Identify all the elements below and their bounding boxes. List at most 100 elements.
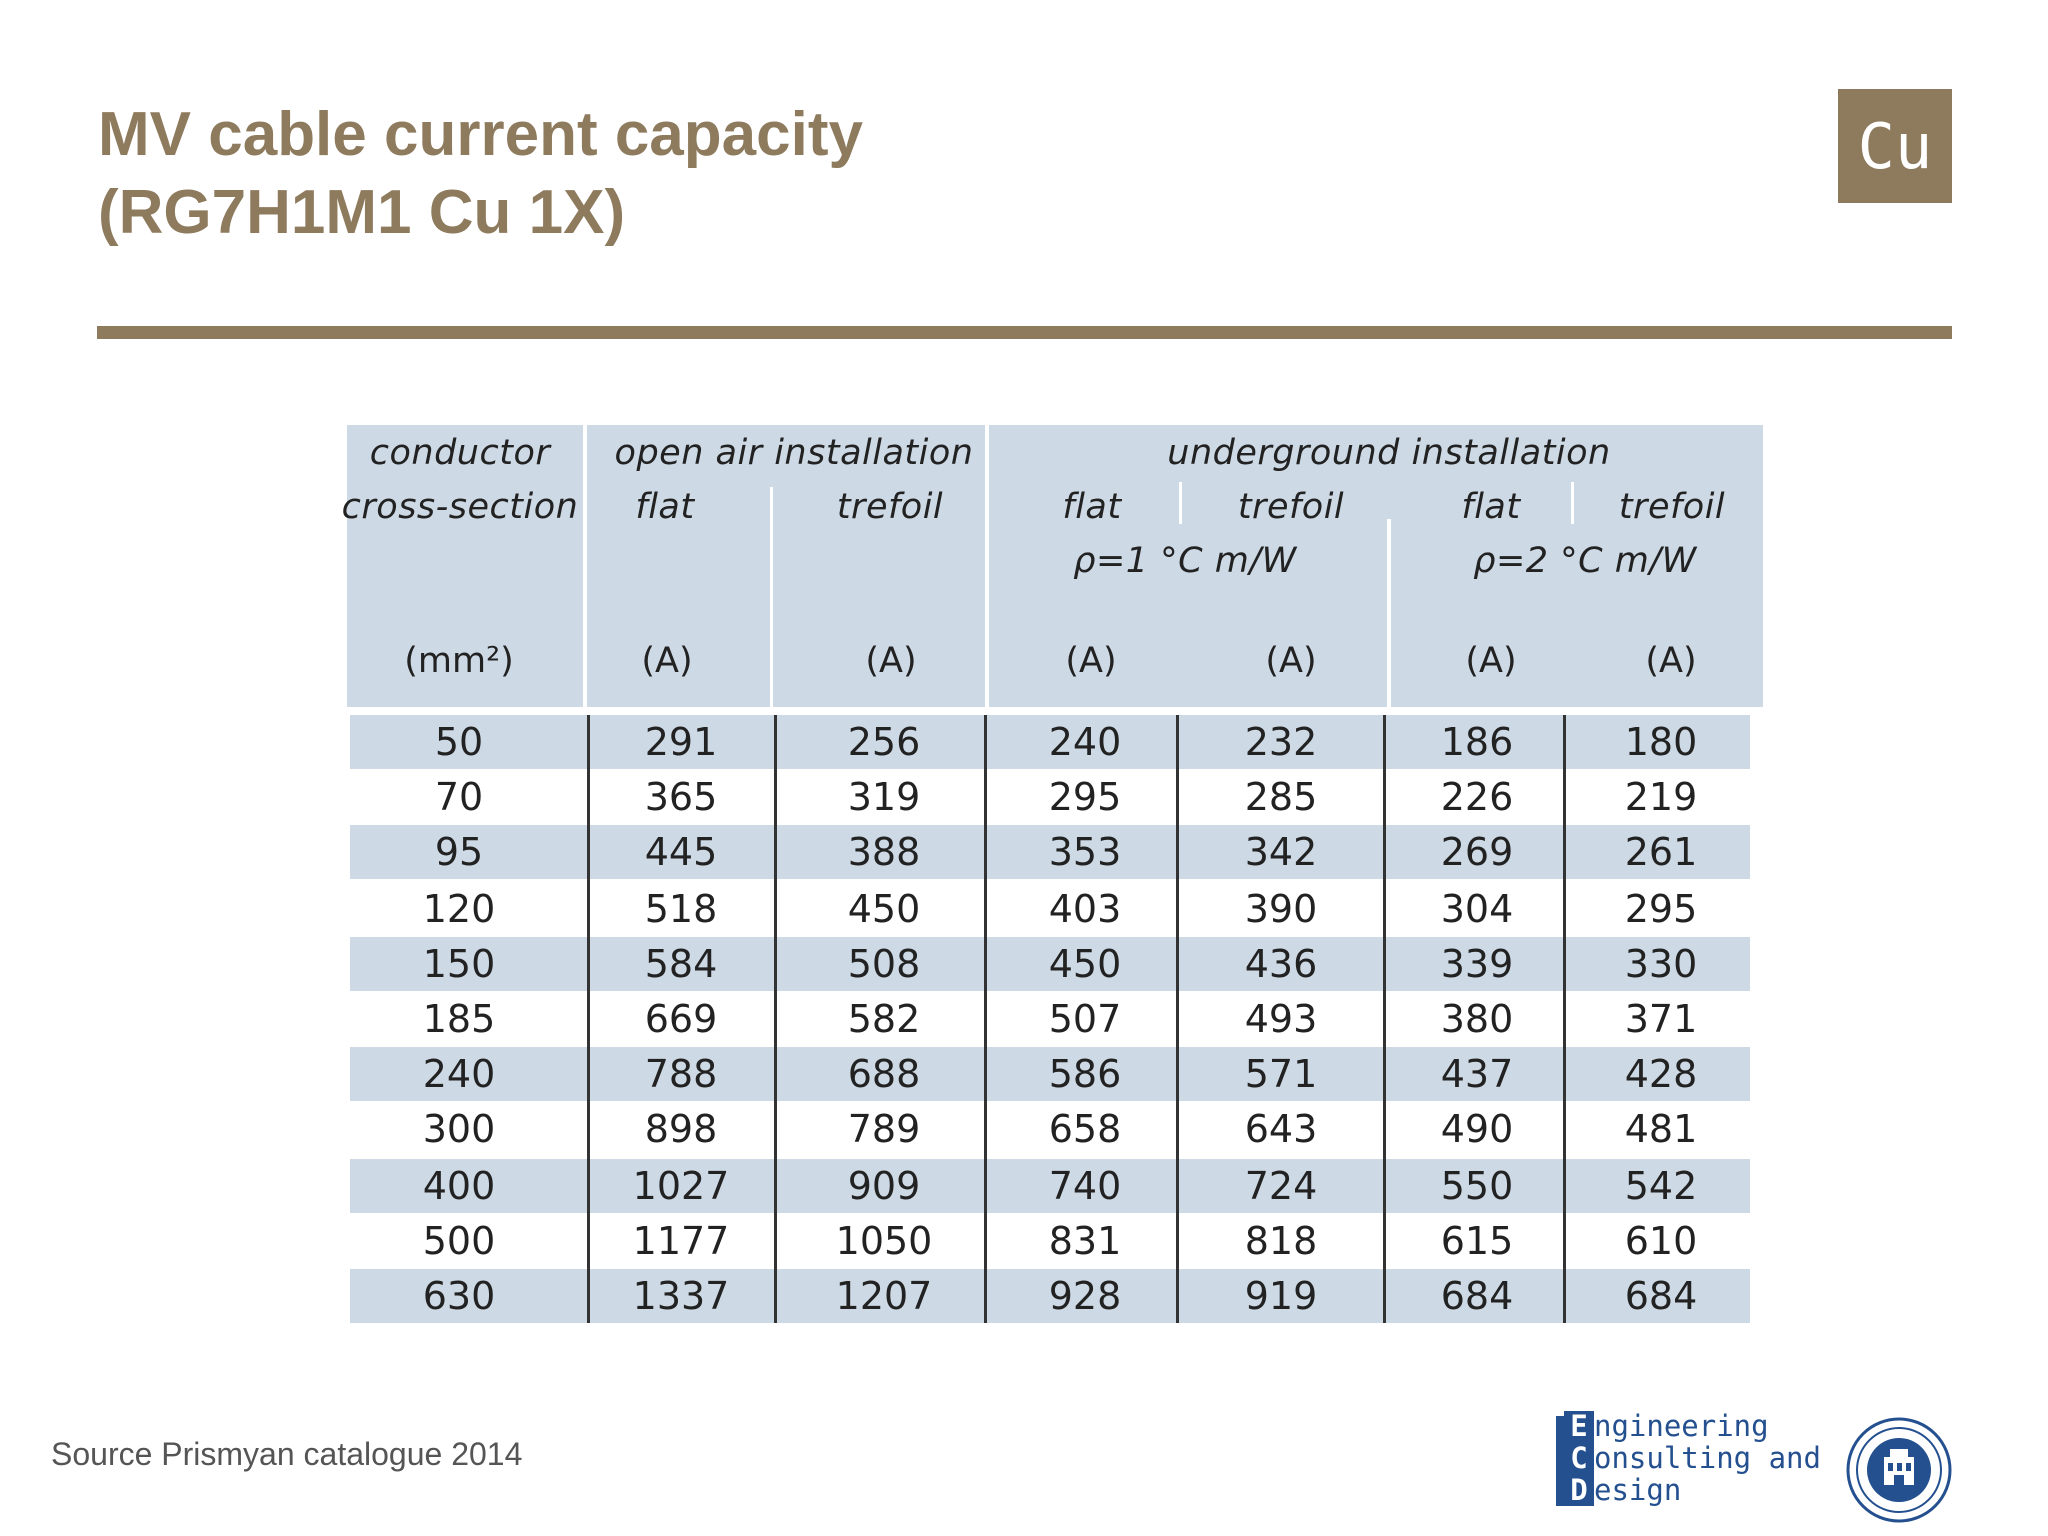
- current-cell: 610: [1624, 1219, 1698, 1263]
- current-capacity-table: conductor cross-section open air install…: [342, 425, 1763, 1330]
- current-cell: 285: [1244, 775, 1318, 819]
- title-line-2: (RG7H1M1 Cu 1X): [98, 178, 626, 247]
- current-cell: 450: [1048, 942, 1122, 986]
- table-row-band: [350, 825, 1750, 879]
- table-row-band: [350, 1047, 1750, 1101]
- table-header: conductor cross-section open air install…: [342, 425, 1763, 707]
- current-cell: 688: [847, 1052, 921, 1096]
- current-cell: 615: [1440, 1219, 1514, 1263]
- current-cell: 226: [1440, 775, 1514, 819]
- current-cell: 291: [644, 720, 718, 764]
- title-line-1: MV cable current capacity: [98, 100, 863, 169]
- current-cell: 518: [644, 887, 718, 931]
- current-cell: 232: [1244, 720, 1318, 764]
- header-flat-rho2: flat: [1461, 487, 1521, 527]
- current-cell: 740: [1048, 1164, 1122, 1208]
- unit-a: (A): [1465, 641, 1517, 681]
- page-title: MV cable current capacity (RG7H1M1 Cu 1X…: [98, 96, 863, 252]
- column-divider: [774, 715, 777, 1323]
- cross-section-cell: 120: [422, 887, 496, 931]
- current-cell: 319: [847, 775, 921, 819]
- header-cross-section: cross-section: [341, 487, 579, 527]
- current-cell: 380: [1440, 997, 1514, 1041]
- table-row-band: [350, 715, 1750, 769]
- header-trefoil-rho2: trefoil: [1618, 487, 1726, 527]
- cross-section-cell: 400: [422, 1164, 496, 1208]
- column-divider: [1383, 715, 1386, 1323]
- current-cell: 304: [1440, 887, 1514, 931]
- current-cell: 669: [644, 997, 718, 1041]
- current-cell: 582: [847, 997, 921, 1041]
- header-flat-rho1: flat: [1062, 487, 1122, 527]
- unit-a: (A): [865, 641, 917, 681]
- current-cell: 219: [1624, 775, 1698, 819]
- current-cell: 919: [1244, 1274, 1318, 1318]
- current-cell: 445: [644, 830, 718, 874]
- cross-section-cell: 185: [422, 997, 496, 1041]
- header-underground: underground installation: [1167, 433, 1611, 473]
- current-cell: 339: [1440, 942, 1514, 986]
- current-cell: 180: [1624, 720, 1698, 764]
- university-seal-icon: [1846, 1417, 1952, 1523]
- current-cell: 403: [1048, 887, 1122, 931]
- header-rho-2: ρ=2 °C m/W: [1473, 541, 1697, 581]
- current-cell: 831: [1048, 1219, 1122, 1263]
- current-cell: 353: [1048, 830, 1122, 874]
- current-cell: 390: [1244, 887, 1318, 931]
- current-cell: 342: [1244, 830, 1318, 874]
- current-cell: 490: [1440, 1107, 1514, 1151]
- current-cell: 295: [1624, 887, 1698, 931]
- header-flat-open-air: flat: [635, 487, 695, 527]
- current-cell: 724: [1244, 1164, 1318, 1208]
- cross-section-cell: 50: [434, 720, 484, 764]
- current-cell: 436: [1244, 942, 1318, 986]
- current-cell: 1337: [632, 1274, 730, 1318]
- current-cell: 584: [644, 942, 718, 986]
- current-cell: 643: [1244, 1107, 1318, 1151]
- table-row-band: [350, 1269, 1750, 1323]
- unit-a: (A): [1265, 641, 1317, 681]
- current-cell: 428: [1624, 1052, 1698, 1096]
- unit-a: (A): [1645, 641, 1697, 681]
- current-cell: 909: [847, 1164, 921, 1208]
- column-divider: [1563, 715, 1566, 1323]
- current-cell: 684: [1624, 1274, 1698, 1318]
- column-divider: [984, 715, 987, 1323]
- current-cell: 388: [847, 830, 921, 874]
- current-cell: 1207: [835, 1274, 933, 1318]
- unit-a: (A): [1065, 641, 1117, 681]
- current-cell: 658: [1048, 1107, 1122, 1151]
- cross-section-cell: 70: [434, 775, 484, 819]
- current-cell: 1050: [835, 1219, 933, 1263]
- current-cell: 586: [1048, 1052, 1122, 1096]
- unit-a: (A): [641, 641, 693, 681]
- cu-badge: Cu: [1838, 89, 1952, 203]
- column-divider: [1176, 715, 1179, 1323]
- header-trefoil-rho1: trefoil: [1237, 487, 1345, 527]
- current-cell: 437: [1440, 1052, 1514, 1096]
- table-row-band: [350, 1159, 1750, 1213]
- current-cell: 269: [1440, 830, 1514, 874]
- current-cell: 507: [1048, 997, 1122, 1041]
- current-cell: 481: [1624, 1107, 1698, 1151]
- header-rho-1: ρ=1 °C m/W: [1073, 541, 1297, 581]
- table-row-band: [350, 937, 1750, 991]
- unit-mm2: (mm²): [404, 641, 514, 681]
- title-divider: [97, 326, 1952, 339]
- current-cell: 371: [1624, 997, 1698, 1041]
- current-cell: 261: [1624, 830, 1698, 874]
- cross-section-cell: 500: [422, 1219, 496, 1263]
- current-cell: 818: [1244, 1219, 1318, 1263]
- current-cell: 295: [1048, 775, 1122, 819]
- header-conductor: conductor: [369, 433, 551, 473]
- current-cell: 1027: [632, 1164, 730, 1208]
- current-cell: 898: [644, 1107, 718, 1151]
- current-cell: 571: [1244, 1052, 1318, 1096]
- current-cell: 542: [1624, 1164, 1698, 1208]
- current-cell: 789: [847, 1107, 921, 1151]
- current-cell: 256: [847, 720, 921, 764]
